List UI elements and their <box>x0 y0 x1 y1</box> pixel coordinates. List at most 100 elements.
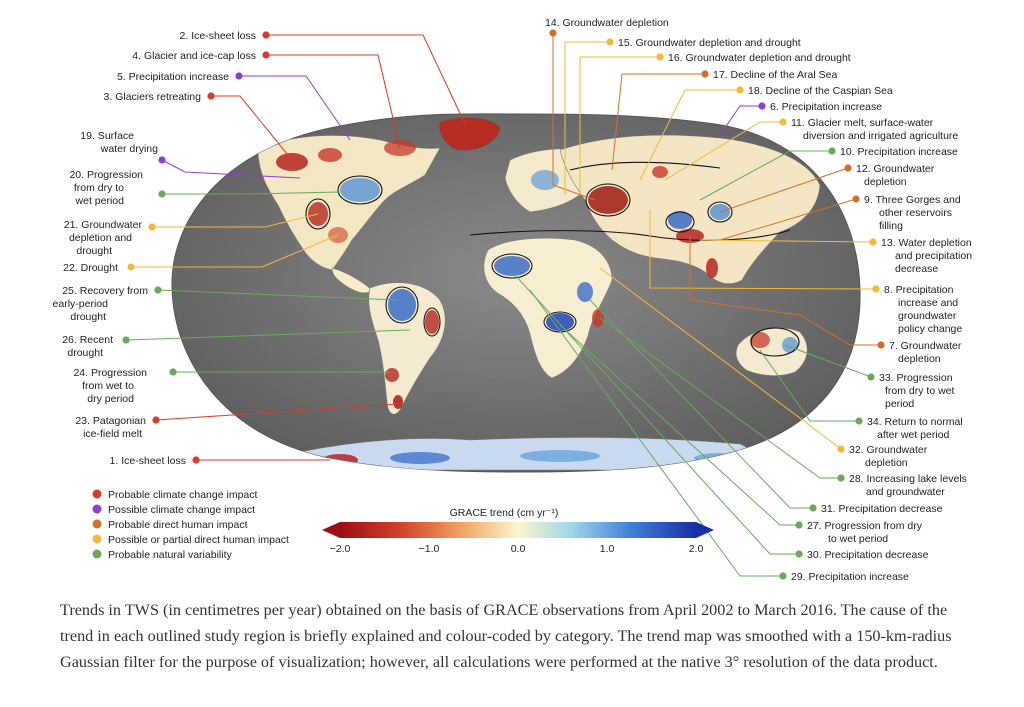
dot-c25 <box>154 286 162 294</box>
leader-c31 <box>589 299 813 509</box>
leader-c29 <box>529 289 783 577</box>
legend-dot-climate <box>92 489 102 499</box>
greenland-land <box>439 117 501 151</box>
dot-c18 <box>736 86 744 94</box>
callout-4: 4. Glacier and ice-cap loss <box>132 50 256 62</box>
dot-c32 <box>837 445 845 453</box>
colorbar-gradient <box>340 522 696 538</box>
dot-c27 <box>795 521 803 529</box>
callout-14: 14. Groundwater depletion <box>545 17 669 29</box>
dot-c7 <box>877 341 885 349</box>
legend-dot-direct-human <box>92 519 102 529</box>
callout-20: 20. Progression from dry to wet period <box>69 169 143 207</box>
dot-c23 <box>152 416 160 424</box>
callout-dots <box>122 29 885 580</box>
leader-c20 <box>162 191 341 195</box>
callout-16: 16. Groundwater depletion and drought <box>668 52 851 64</box>
figure-caption: Trends in TWS (in centimetres per year) … <box>60 601 952 671</box>
dot-c16 <box>656 53 664 61</box>
dot-c10 <box>828 147 836 155</box>
legend-dot-partial-human <box>92 534 102 544</box>
dot-c2 <box>262 31 270 39</box>
legend-label-climate: Probable climate change impact <box>108 489 257 501</box>
callout-15: 15. Groundwater depletion and drought <box>618 37 801 49</box>
leader-c25 <box>157 289 399 301</box>
dot-c13 <box>869 238 877 246</box>
asia-land <box>559 134 821 284</box>
legend-label-natural: Probable natural variability <box>108 549 232 561</box>
leader-c27 <box>559 324 799 526</box>
leader-c4 <box>266 54 401 149</box>
leader-c14 <box>552 33 596 201</box>
colorbar-tick-2: 0.0 <box>511 543 526 555</box>
dot-c28 <box>837 474 845 482</box>
callout-3: 3. Glaciers retreating <box>104 91 202 103</box>
colorbar-tick-0: −2.0 <box>330 543 351 555</box>
south-america-land <box>368 282 446 415</box>
callout-7: 7. Groundwater depletion <box>889 340 962 365</box>
leader-c6 <box>719 105 762 136</box>
callout-9: 9. Three Gorges and other reservoirs filli… <box>864 194 961 232</box>
colorbar-arrow-right <box>696 522 714 538</box>
leader-c5 <box>239 75 351 141</box>
dot-c6 <box>758 102 766 110</box>
dot-c30 <box>795 550 803 558</box>
leader-c12 <box>719 167 849 213</box>
dot-c33 <box>867 373 875 381</box>
callout-28: 28. Increasing lake levels and groundwate… <box>849 473 967 498</box>
callout-33: 33. Progression from dry to wet period <box>879 372 955 410</box>
callout-30: 30. Precipitation decrease <box>807 549 929 561</box>
leader-c26 <box>125 329 411 341</box>
leader-c11 <box>664 121 783 181</box>
leader-c10 <box>699 150 832 201</box>
leader-c7 <box>689 236 881 346</box>
colorbar-tick-4: 2.0 <box>689 543 704 555</box>
legend-dot-natural <box>92 549 102 559</box>
leader-lines <box>125 33 881 577</box>
leader-c2 <box>266 34 466 125</box>
colorbar: GRACE trend (cm yr⁻¹) −2.0 −1.0 0.0 1.0 … <box>322 507 714 555</box>
colorbar-title: GRACE trend (cm yr⁻¹) <box>450 507 559 519</box>
dot-c24 <box>169 368 177 376</box>
dot-c19 <box>158 156 166 164</box>
legend-dot-possible-climate <box>92 504 102 514</box>
callout-32: 32. Groundwater depletion <box>849 444 928 469</box>
callout-1: 1. Ice-sheet loss <box>110 455 186 467</box>
leader-c34 <box>759 349 859 422</box>
dot-c34 <box>855 417 863 425</box>
callout-2: 2. Ice-sheet loss <box>180 30 256 42</box>
callout-34: 34. Return to normal after wet period <box>867 416 963 441</box>
callout-27: 27. Progression from dry to wet period <box>807 520 923 545</box>
dot-c8 <box>872 285 880 293</box>
callout-22: 22. Drought <box>63 262 118 274</box>
callout-21: 21. Groundwater depletion and drought <box>64 219 143 257</box>
legend-label-partial-human: Possible or partial direct human impact <box>108 534 289 546</box>
leader-c33 <box>784 344 872 378</box>
dot-c20 <box>158 190 166 198</box>
dot-c29 <box>779 572 787 580</box>
callout-10: 10. Precipitation increase <box>840 146 958 158</box>
leader-c17 <box>611 73 705 171</box>
dot-c22 <box>127 263 135 271</box>
leader-c23 <box>155 403 399 421</box>
callout-31: 31. Precipitation decrease <box>821 503 943 515</box>
callout-12: 12. Groundwater depletion <box>856 163 935 188</box>
callout-11: 11. Glacier melt, surface-water diversion… <box>791 117 958 142</box>
dot-c3 <box>207 92 215 100</box>
colorbar-arrow-left <box>322 522 340 538</box>
dot-c11 <box>779 118 787 126</box>
callout-18: 18. Decline of the Caspian Sea <box>748 85 893 97</box>
legend-label-possible-climate: Possible climate change impact <box>108 504 255 516</box>
leader-c15 <box>564 41 610 195</box>
callout-8: 8. Precipitation increase and groundwater p… <box>884 284 962 335</box>
callout-13: 13. Water depletion and precipitation decr… <box>881 237 972 275</box>
dot-c15 <box>606 38 614 46</box>
leader-c9 <box>719 198 857 241</box>
leader-c3 <box>211 95 293 161</box>
callout-19: 19. Surface water drying <box>80 130 158 155</box>
leader-c32 <box>599 267 842 450</box>
leader-c19 <box>161 159 301 179</box>
dot-c26 <box>122 336 130 344</box>
leader-c22 <box>131 234 339 268</box>
category-legend: Probable climate change impact Possible … <box>92 489 289 561</box>
